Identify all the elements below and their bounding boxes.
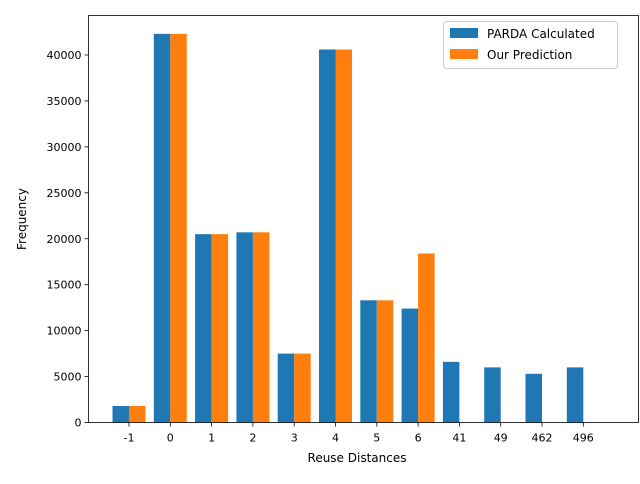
bar-our-prediction-2 <box>252 232 270 423</box>
plot-frame <box>88 15 639 423</box>
y-axis-ticks: 0 5000 10000 15000 20000 25000 30000 35000 40000 <box>47 49 89 430</box>
x-tick-label: 2 <box>249 432 256 445</box>
y-tick-label: 25000 <box>47 187 82 200</box>
x-tick-label: 0 <box>167 432 174 445</box>
bar-our-prediction-1 <box>211 234 229 423</box>
y-tick-label: 10000 <box>47 325 82 338</box>
bar-parda-calculated-6 <box>401 308 419 423</box>
legend-box <box>443 21 618 69</box>
bar-parda-calculated-49 <box>484 367 501 423</box>
x-tick-label: -1 <box>124 432 135 445</box>
y-tick-label: 40000 <box>47 49 82 62</box>
x-axis-label: Reuse Distances <box>308 451 407 465</box>
bar-parda-calculated-4 <box>319 49 336 423</box>
bar-our-prediction-4 <box>335 49 352 423</box>
bar-parda-calculated-2 <box>236 232 253 423</box>
x-axis-ticks: -1 0 1 2 3 4 5 6 41 49 462 496 <box>124 422 594 445</box>
bars-layer <box>112 33 584 423</box>
y-tick-label: 5000 <box>54 371 82 384</box>
bar-parda-calculated-41 <box>442 361 460 423</box>
x-tick-label: 3 <box>291 432 298 445</box>
bar-parda-calculated--1 <box>112 405 129 423</box>
y-axis-label: Frequency <box>15 188 29 250</box>
bar-parda-calculated-1 <box>195 234 212 423</box>
x-tick-label: 5 <box>373 432 380 445</box>
bar-our-prediction-3 <box>294 353 311 423</box>
bar-parda-calculated-0 <box>153 33 171 423</box>
legend-swatch-our-prediction <box>450 49 478 59</box>
bar-our-prediction-0 <box>170 33 187 423</box>
x-tick-label: 1 <box>208 432 215 445</box>
bar-parda-calculated-462 <box>525 373 542 423</box>
bar-parda-calculated-496 <box>566 367 584 423</box>
x-tick-label: 41 <box>452 432 466 445</box>
x-tick-label: 6 <box>415 432 422 445</box>
x-tick-label: 496 <box>573 432 594 445</box>
bar-our-prediction-5 <box>376 300 394 423</box>
x-tick-label: 462 <box>532 432 553 445</box>
bar-parda-calculated-5 <box>360 300 377 423</box>
x-tick-label: 4 <box>332 432 339 445</box>
bar-our-prediction-6 <box>418 253 435 423</box>
y-tick-label: 0 <box>75 417 82 430</box>
legend: PARDA Calculated Our Prediction <box>443 21 618 69</box>
y-tick-label: 20000 <box>47 233 82 246</box>
axes-layer <box>88 15 639 423</box>
bar-our-prediction--1 <box>129 405 146 423</box>
x-tick-label: 49 <box>494 432 508 445</box>
legend-label-parda-calculated: PARDA Calculated <box>487 27 595 41</box>
y-tick-label: 15000 <box>47 279 82 292</box>
legend-label-our-prediction: Our Prediction <box>487 48 572 62</box>
y-tick-label: 35000 <box>47 95 82 108</box>
y-tick-label: 30000 <box>47 141 82 154</box>
legend-swatch-parda-calculated <box>450 28 478 38</box>
bar-parda-calculated-3 <box>277 353 295 423</box>
